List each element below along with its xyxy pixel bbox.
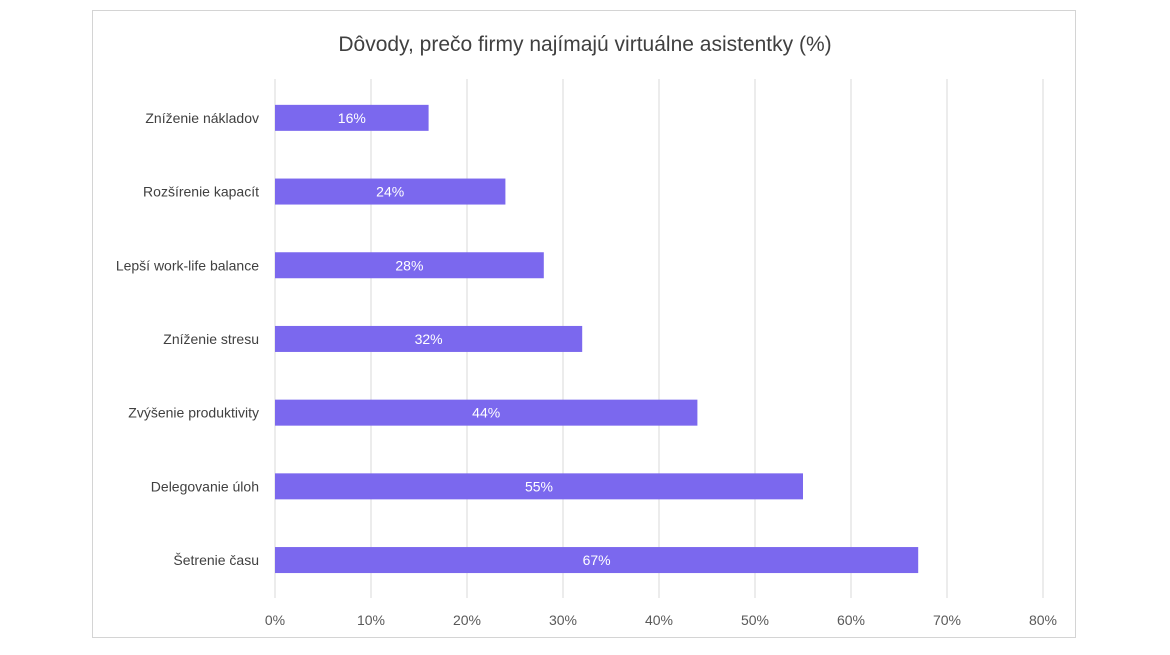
x-tick-label: 70% [933, 612, 961, 628]
chart-svg: Dôvody, prečo firmy najímajú virtuálne a… [116, 33, 1057, 628]
x-tick-label: 30% [549, 612, 577, 628]
chart-title: Dôvody, prečo firmy najímajú virtuálne a… [338, 33, 831, 56]
category-label: Rozšírenie kapacít [143, 184, 259, 200]
category-label: Lepší work-life balance [116, 257, 259, 273]
chart-frame: Dôvody, prečo firmy najímajú virtuálne a… [92, 10, 1076, 638]
x-axis-ticks: 0% 10% 20% 30% 40% 50% 60% 70% 80% [265, 612, 1057, 628]
gridlines [274, 79, 1044, 598]
data-label: 44% [472, 405, 500, 421]
x-tick-label: 20% [453, 612, 481, 628]
bar [275, 252, 544, 279]
bar [275, 399, 698, 426]
x-tick-label: 60% [837, 612, 865, 628]
data-label: 24% [376, 184, 404, 200]
x-tick-label: 40% [645, 612, 673, 628]
x-tick-label: 50% [741, 612, 769, 628]
x-tick-label: 0% [265, 612, 285, 628]
bars [275, 104, 919, 574]
bar [275, 473, 803, 500]
bar [275, 104, 429, 131]
data-label: 16% [338, 110, 366, 126]
data-label: 32% [415, 331, 443, 347]
data-label: 67% [583, 552, 611, 568]
category-label: Šetrenie času [173, 552, 259, 568]
data-label: 28% [395, 257, 423, 273]
category-label: Zníženie stresu [163, 331, 259, 347]
data-label: 55% [525, 478, 553, 494]
category-label: Zníženie nákladov [145, 110, 259, 126]
bar [275, 325, 583, 352]
data-labels: 16% 24% 28% 32% 44% 55% 67% [338, 110, 611, 568]
x-tick-label: 80% [1029, 612, 1057, 628]
x-tick-label: 10% [357, 612, 385, 628]
bar [275, 547, 919, 574]
category-label: Delegovanie úloh [151, 478, 259, 494]
category-label: Zvýšenie produktivity [128, 405, 259, 421]
category-labels: Zníženie nákladov Rozšírenie kapacít Lepší… [116, 110, 259, 568]
bar [275, 178, 506, 205]
